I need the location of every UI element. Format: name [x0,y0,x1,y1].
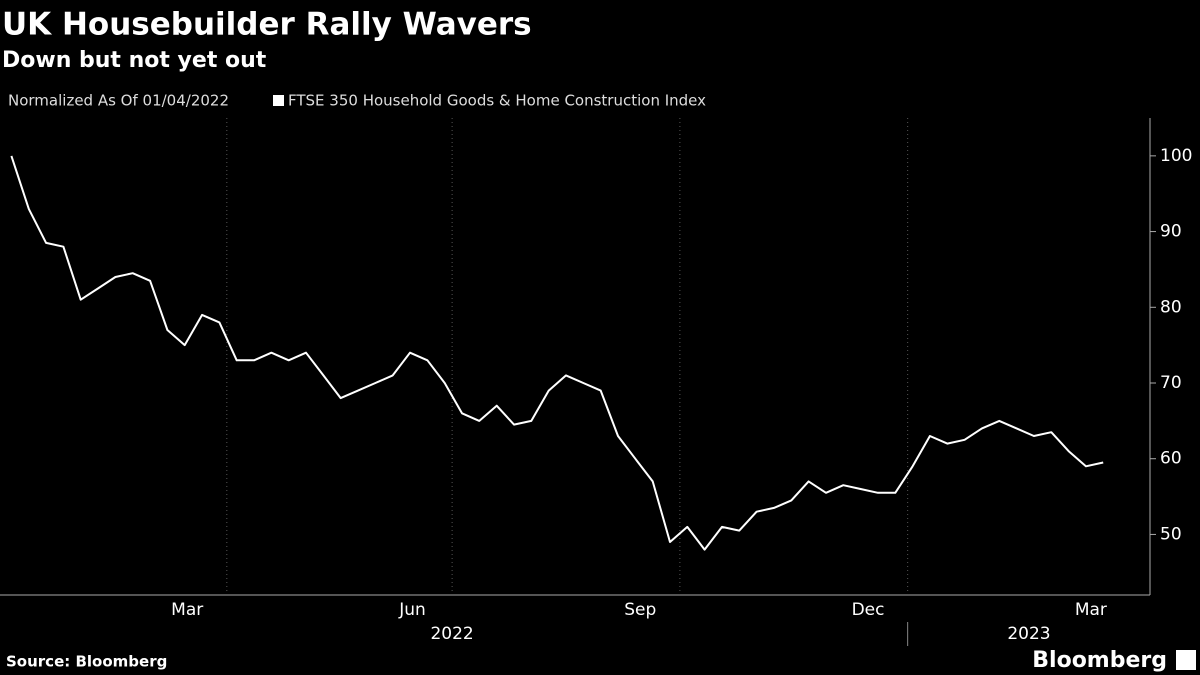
y-tick-label: 60 [1160,449,1182,469]
legend-label: FTSE 350 Household Goods & Home Construc… [288,92,706,110]
y-tick-label: 100 [1160,146,1192,166]
y-tick-label: 50 [1160,524,1182,544]
legend-swatch [273,95,284,106]
chart-title: UK Housebuilder Rally Wavers [2,7,532,43]
x-tick-label: Sep [624,600,656,620]
x-tick-label: Mar [1075,600,1107,620]
y-tick-label: 80 [1160,297,1182,317]
year-label: 2022 [430,624,473,644]
source: Source: Bloomberg [6,653,167,671]
y-tick-label: 70 [1160,373,1182,393]
series-line [10,155,1104,551]
y-tick-label: 90 [1160,222,1182,242]
year-label: 2023 [1007,624,1050,644]
x-tick-label: Jun [398,600,426,620]
note: Normalized As Of 01/04/2022 [8,92,229,110]
brand-icon [1176,650,1196,670]
chart-subtitle: Down but not yet out [2,48,267,73]
x-tick-label: Dec [852,600,885,620]
brand: Bloomberg [1032,648,1167,673]
x-tick-label: Mar [171,600,203,620]
